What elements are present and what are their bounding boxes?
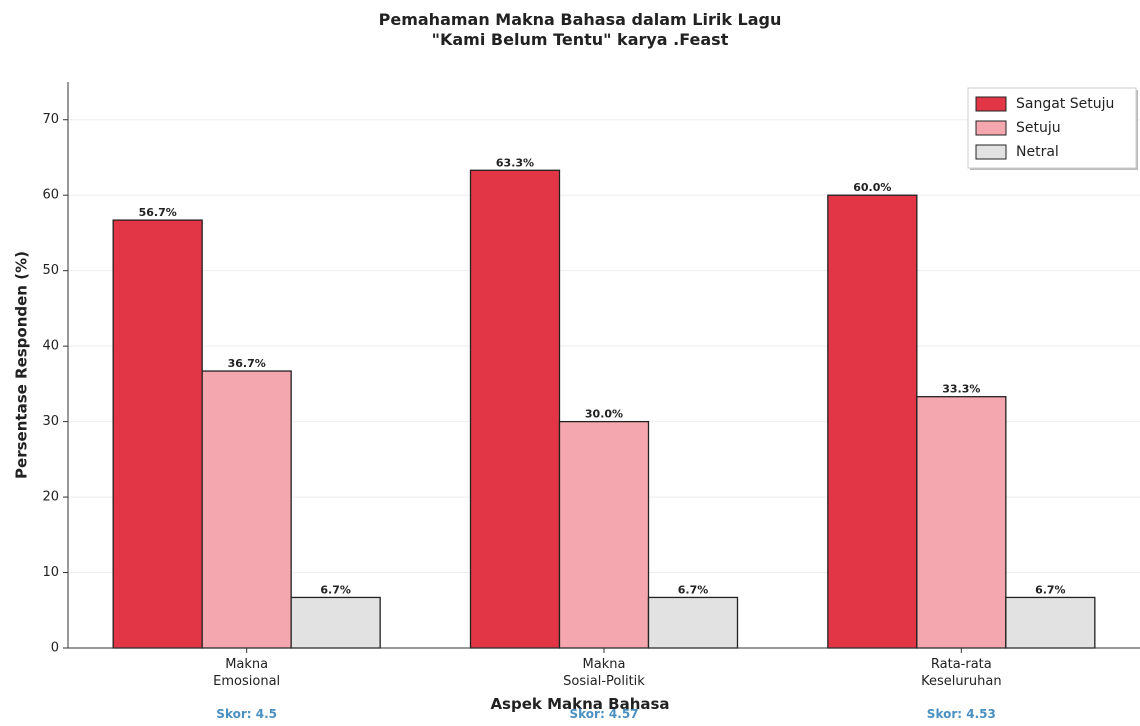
legend-label: Netral (1016, 144, 1059, 160)
y-axis-label: Persentase Responden (%) (13, 251, 31, 479)
data-label: 56.7% (139, 206, 177, 219)
legend-swatch (975, 144, 1007, 160)
data-label: 63.3% (496, 156, 534, 169)
legend-label: Sangat Setuju (1016, 96, 1114, 112)
x-axis-label: Aspek Makna Bahasa (490, 695, 670, 713)
bar (112, 219, 203, 649)
bar (469, 169, 561, 649)
y-tick-label: 30 (42, 414, 59, 429)
legend-swatch (975, 96, 1007, 112)
bar (290, 596, 381, 649)
y-tick-label: 0 (51, 641, 59, 656)
data-label: 60.0% (853, 181, 891, 194)
y-tick-label: 50 (42, 263, 59, 278)
chart-title: Pemahaman Makna Bahasa dalam Lirik Lagu … (378, 10, 782, 49)
bar (1005, 596, 1096, 649)
bar (916, 396, 1007, 649)
score-annotation: Skor: 4.53 (926, 707, 996, 721)
data-label: 36.7% (228, 357, 266, 370)
score-annotation: Skor: 4.57 (569, 707, 639, 721)
y-tick-label: 60 (42, 188, 59, 203)
y-tick-label: 20 (42, 490, 59, 505)
y-tick-label: 70 (42, 112, 59, 127)
data-label: 30.0% (585, 408, 623, 421)
data-label: 6.7% (320, 583, 351, 596)
data-label: 6.7% (678, 583, 709, 596)
bar (647, 596, 739, 649)
x-tick-label: Rata-rata Keseluruhan (921, 657, 1002, 689)
bar (827, 194, 918, 649)
data-label: 33.3% (942, 383, 980, 396)
x-tick-label: Makna Sosial-Politik (563, 657, 645, 689)
legend-label: Setuju (1016, 120, 1061, 136)
y-tick-label: 40 (42, 339, 59, 354)
legend-swatch (975, 120, 1007, 136)
y-tick-label: 10 (42, 565, 59, 580)
bar (558, 420, 650, 649)
data-label: 6.7% (1035, 583, 1066, 596)
x-tick-label: Makna Emosional (213, 657, 281, 689)
score-annotation: Skor: 4.5 (216, 707, 278, 721)
bar (201, 370, 292, 649)
